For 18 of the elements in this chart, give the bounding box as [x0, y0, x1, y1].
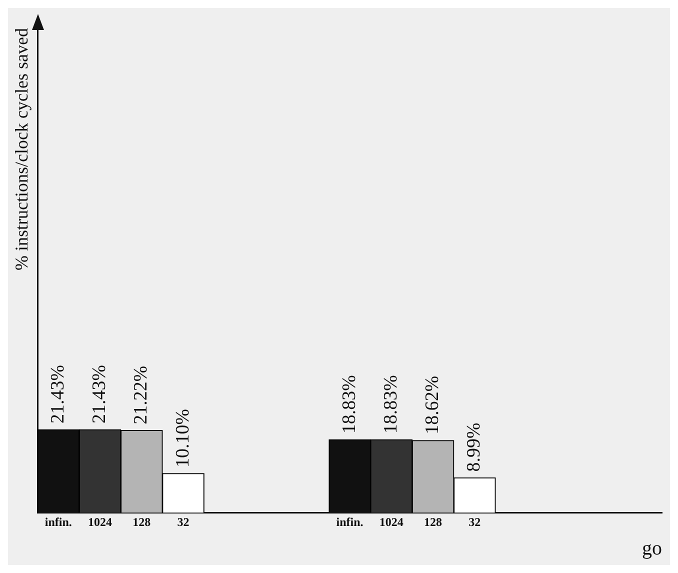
x-tick-label: infin. — [44, 514, 72, 529]
x-tick-label: 128 — [132, 514, 151, 529]
x-tick-label: infin. — [336, 514, 364, 529]
x-tick-label: 32 — [468, 514, 481, 529]
x-tick-label: 128 — [424, 514, 442, 529]
y-axis-title: % instructions/clock cycles saved — [12, 28, 32, 270]
x-tick-label: 32 — [177, 514, 190, 529]
x-axis-title: go — [642, 537, 662, 560]
data-label: 18.83% — [380, 374, 402, 434]
data-label: 18.83% — [338, 374, 360, 434]
x-tick-label: 1024 — [379, 514, 404, 529]
x-tick-label: 1024 — [88, 514, 112, 529]
data-label: 10.10% — [172, 408, 194, 468]
data-label: 8.99% — [464, 422, 485, 472]
data-label: 21.43% — [47, 364, 68, 424]
data-label: 21.43% — [89, 364, 110, 424]
data-label: 18.62% — [422, 376, 444, 434]
data-label: 21.22% — [130, 366, 152, 424]
